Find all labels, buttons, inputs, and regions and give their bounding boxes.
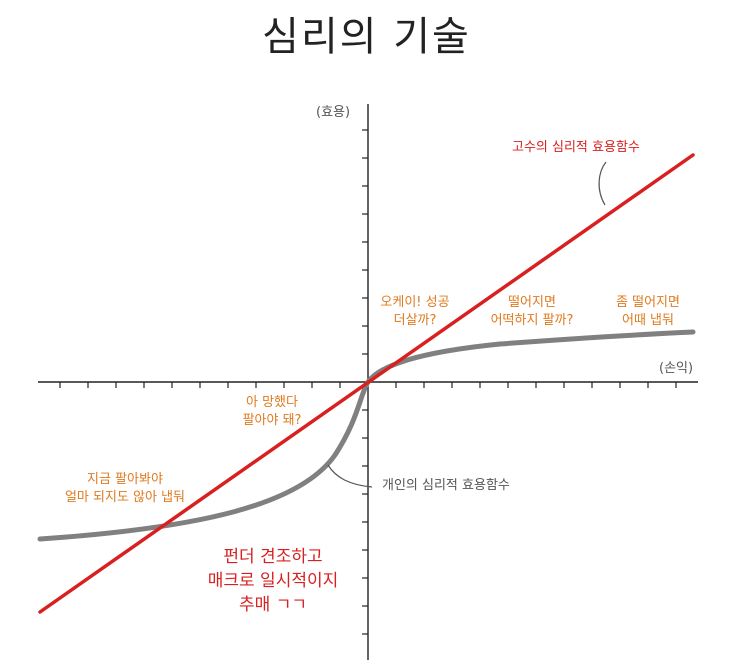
annotation-sell-now: 지금 팔아봐야 얼마 되지도 않아 냅둬 bbox=[40, 471, 210, 507]
annotation-fundamentals: 펀더 견조하고 매크로 일시적이지 추매 ㄱㄱ bbox=[188, 545, 358, 617]
annotation-line: 어떡하지 팔까? bbox=[490, 313, 574, 328]
x-axis-label: (손익) bbox=[659, 361, 694, 376]
y-axis-label: (효용) bbox=[316, 105, 351, 120]
annotation-ok-success: 오케이! 성공 더살까? bbox=[365, 294, 465, 330]
individual-label-pointer bbox=[327, 464, 373, 488]
annotation-line: 오케이! 성공 bbox=[380, 295, 450, 310]
expert-utility-line bbox=[38, 153, 695, 614]
expert-curve-label: 고수의 심리적 효용함수 bbox=[512, 140, 640, 155]
annotation-line: 지금 팔아봐야 bbox=[87, 472, 163, 487]
annotation-line: 좀 떨어지면 bbox=[616, 295, 680, 310]
page-title: 심리의 기술 bbox=[262, 14, 471, 60]
annotation-falls-bit: 좀 떨어지면 어때 냅둬 bbox=[600, 294, 696, 330]
annotation-line: 떨어지면 bbox=[508, 295, 556, 310]
axis-ticks bbox=[59, 129, 677, 635]
annotation-line: 팔아야 돼? bbox=[242, 413, 302, 428]
annotation-line: 아 망했다 bbox=[246, 395, 298, 410]
annotation-line: 매크로 일시적이지 bbox=[207, 571, 339, 591]
annotation-line: 추매 ㄱㄱ bbox=[239, 595, 307, 615]
individual-utility-curve bbox=[37, 329, 696, 542]
expert-label-pointer bbox=[598, 161, 607, 206]
annotation-oh-no: 아 망했다 팔아야 돼? bbox=[224, 394, 320, 430]
annotation-line: 펀더 견조하고 bbox=[223, 547, 323, 567]
annotation-if-falls: 떨어지면 어떡하지 팔까? bbox=[476, 294, 588, 330]
individual-curve-label: 개인의 심리적 효용함수 bbox=[382, 478, 510, 493]
annotation-line: 어때 냅둬 bbox=[622, 313, 674, 328]
annotation-line: 얼마 되지도 않아 냅둬 bbox=[64, 490, 186, 505]
annotation-line: 더살까? bbox=[393, 313, 437, 328]
